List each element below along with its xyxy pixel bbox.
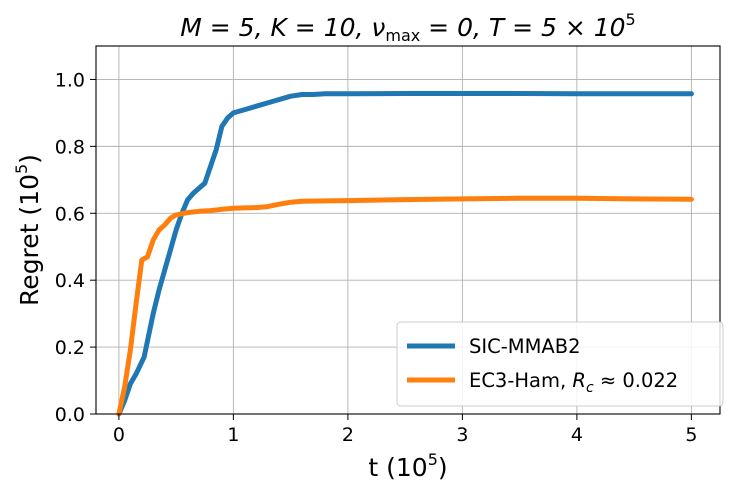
- y-label-end: ): [15, 154, 44, 164]
- legend-ec3-sub: c: [586, 380, 594, 396]
- legend-ec3-post: ≈ 0.022: [594, 369, 679, 392]
- y-tick-label: 1.0: [55, 69, 85, 91]
- x-axis-label: t (105): [368, 450, 447, 482]
- y-tick-label: 0.0: [55, 404, 85, 426]
- x-tick-label: 5: [685, 424, 697, 446]
- x-label-end: ): [438, 453, 448, 482]
- x-tick-label: 3: [456, 424, 468, 446]
- legend: SIC-MMAB2 EC3-Ham, Rc ≈ 0.022: [396, 321, 724, 407]
- title-pre: M = 5, K = 10, ν: [180, 13, 385, 42]
- axes-frame: [95, 45, 721, 415]
- x-label-base: t (10: [368, 453, 427, 482]
- y-tick-label: 0.4: [55, 270, 85, 292]
- y-tick-label: 0.2: [55, 337, 85, 359]
- series-line-sic-mmab2: [116, 91, 694, 417]
- legend-label-sic-mmab2: SIC-MMAB2: [469, 335, 581, 358]
- x-tick-label: 0: [113, 424, 125, 446]
- series-line-ec3-ham: [116, 195, 694, 417]
- legend-box: [396, 321, 724, 407]
- x-tick-label: 1: [227, 424, 239, 446]
- title-sub: max: [385, 26, 420, 45]
- chart-title: M = 5, K = 10, νmax = 0, T = 5 × 105: [180, 10, 635, 45]
- legend-label-ec3-ham: EC3-Ham, Rc ≈ 0.022: [469, 369, 678, 396]
- y-axis-label: Regret (105): [12, 154, 44, 306]
- title-sup: 5: [626, 10, 636, 29]
- y-label-base: Regret (10: [15, 174, 44, 306]
- x-label-sup: 5: [428, 450, 438, 469]
- legend-ec3-r: R: [572, 369, 586, 392]
- legend-ec3-pre: EC3-Ham,: [469, 369, 572, 392]
- y-tick-label: 0.6: [55, 203, 85, 225]
- x-tick-label: 4: [571, 424, 583, 446]
- title-mid: = 0, T = 5 × 10: [420, 13, 625, 42]
- series-layer: [116, 91, 694, 417]
- y-tick-label: 0.8: [55, 136, 85, 158]
- x-tick-label: 2: [342, 424, 354, 446]
- y-label-sup: 5: [12, 164, 31, 174]
- ticks: 0 1 2 3 4 5 0.0 0.2 0.4 0.6 0.8 1.0: [55, 69, 698, 446]
